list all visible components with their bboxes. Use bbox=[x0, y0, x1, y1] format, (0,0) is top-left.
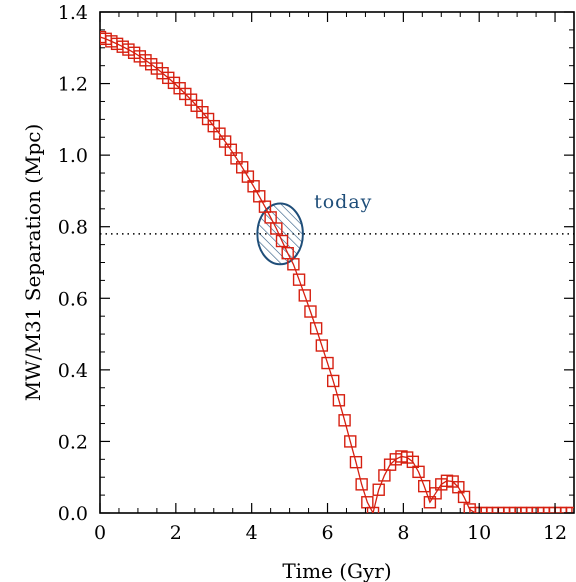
y-tick-label: 1.4 bbox=[58, 2, 88, 24]
data-point bbox=[270, 222, 283, 235]
x-tick-label: 6 bbox=[321, 522, 333, 544]
y-tick-label: 0.6 bbox=[58, 288, 88, 310]
y-tick-label: 1.2 bbox=[58, 74, 88, 96]
data-point bbox=[298, 289, 311, 302]
data-point bbox=[366, 506, 380, 513]
data-point bbox=[287, 258, 300, 271]
x-tick-label: 0 bbox=[94, 522, 106, 544]
data-point bbox=[332, 394, 346, 407]
plot-area bbox=[99, 11, 575, 514]
data-point bbox=[292, 273, 306, 286]
x-tick-label: 2 bbox=[170, 522, 182, 544]
data-point bbox=[418, 479, 431, 493]
data-point bbox=[327, 374, 340, 388]
plot-frame bbox=[99, 11, 575, 514]
data-point bbox=[309, 322, 323, 335]
y-axis-label: MW/M31 Separation (Mpc) bbox=[21, 124, 45, 402]
data-point bbox=[344, 435, 357, 448]
data-point bbox=[412, 465, 425, 479]
data-point bbox=[275, 234, 289, 248]
x-axis-label: Time (Gyr) bbox=[282, 559, 391, 582]
y-tick-label: 1.0 bbox=[58, 145, 88, 167]
data-point bbox=[355, 478, 368, 491]
y-tick-label: 0.8 bbox=[58, 217, 88, 239]
data-point bbox=[457, 490, 471, 504]
x-tick-label: 8 bbox=[397, 522, 409, 544]
data-point bbox=[304, 305, 317, 318]
y-tick-label: 0.4 bbox=[58, 360, 88, 382]
x-tick-label: 12 bbox=[543, 522, 567, 544]
x-tick-label: 4 bbox=[246, 522, 258, 544]
y-tick-label: 0.0 bbox=[58, 503, 88, 525]
series-layer bbox=[100, 30, 574, 513]
data-point bbox=[321, 356, 334, 370]
data-point bbox=[565, 506, 574, 513]
data-point bbox=[372, 483, 385, 496]
y-tick-label: 0.2 bbox=[58, 431, 88, 453]
annotation-label: today bbox=[314, 191, 372, 213]
data-point bbox=[315, 339, 329, 352]
x-tick-label: 10 bbox=[467, 522, 491, 544]
series-line bbox=[100, 36, 573, 513]
data-point bbox=[349, 455, 363, 469]
data-point bbox=[338, 414, 351, 427]
tick-layer: 0 2 4 6 8 10 12 0.0 0.2 0.4 0.6 0.8 1.0 1.2 1.4 bbox=[58, 2, 574, 544]
